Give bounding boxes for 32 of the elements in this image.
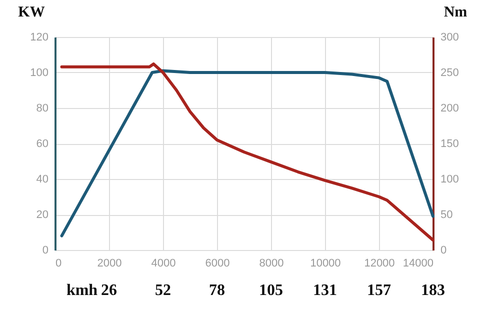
x-tick-label: 6000 — [205, 258, 230, 270]
x-tick-label: 10000 — [310, 258, 341, 270]
y2-axis-title: Nm — [444, 4, 468, 20]
y-tick-label: 120 — [30, 32, 48, 44]
y2-tick-label: 300 — [440, 32, 459, 44]
y2-tick-label: 150 — [440, 138, 459, 150]
text: kmh — [66, 282, 98, 299]
x-tick-label: 0 — [56, 258, 62, 270]
text: 131 — [313, 282, 337, 299]
y-tick-label: 40 — [36, 174, 48, 186]
x-tick-label: 2000 — [97, 258, 122, 270]
y2-tick-label: 50 — [440, 209, 453, 221]
y-tick-label: 0 — [42, 244, 48, 256]
y-tick-label: 80 — [36, 102, 48, 114]
x-tick-label: 8000 — [259, 258, 284, 270]
x-tick-label: 14000 — [402, 258, 434, 270]
x-tick-label: 12000 — [364, 258, 395, 270]
y-axis-title: KW — [18, 4, 45, 20]
y-tick-label: 60 — [36, 138, 48, 150]
text: 52 — [155, 282, 171, 299]
y2-tick-label: 100 — [440, 174, 459, 186]
text: 157 — [367, 282, 391, 299]
y2-tick-label: 250 — [440, 67, 459, 79]
y-tick-label: 100 — [30, 67, 48, 79]
y2-tick-label: 200 — [440, 102, 459, 114]
text: 105 — [259, 282, 283, 299]
text: 183 — [421, 282, 445, 299]
x-tick-label: 4000 — [151, 258, 176, 270]
y-tick-label: 20 — [36, 209, 48, 221]
y2-tick-label: 0 — [440, 244, 447, 256]
text: 78 — [209, 282, 225, 299]
text: 26 — [101, 282, 117, 299]
